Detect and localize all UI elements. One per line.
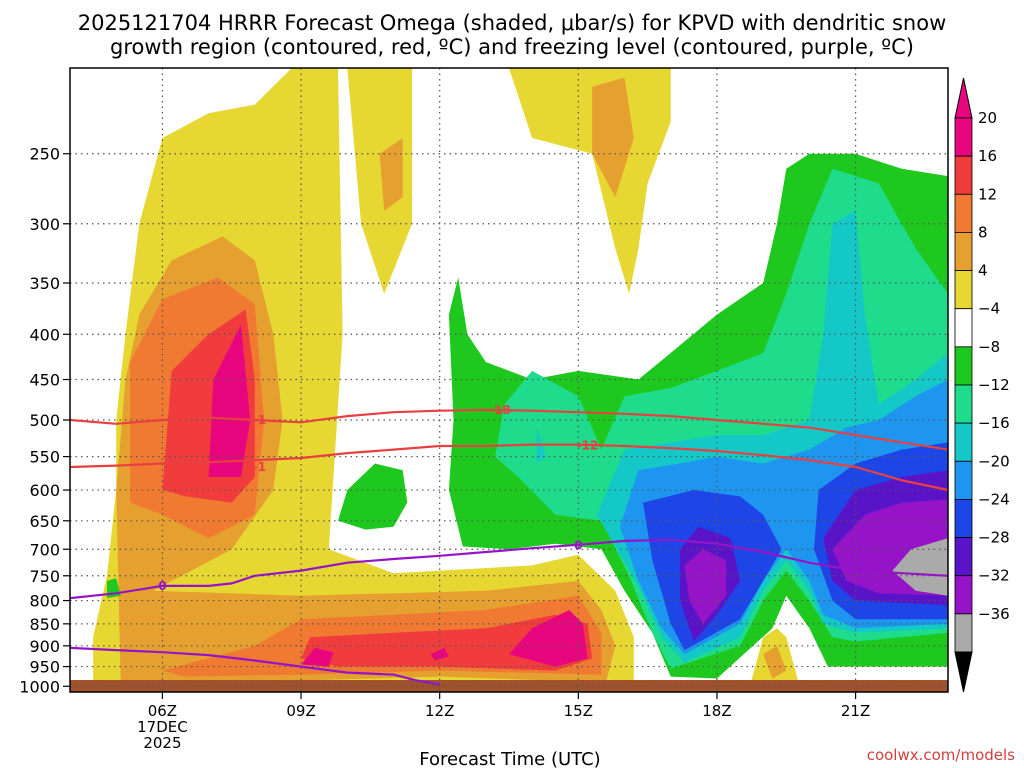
colorbar-label-2: 12 [978, 185, 997, 203]
colorbar-label-7: −12 [978, 376, 1010, 394]
colorbar-over-triangle [954, 77, 973, 119]
colorbar-under-triangle [954, 651, 973, 693]
omega-field-1 [347, 68, 412, 294]
colorbar-swatch-2 [954, 193, 973, 233]
colorbar-swatch-8 [954, 422, 973, 462]
y-tick-label-10: 750 [29, 567, 60, 586]
contour-label-1: -12 [577, 438, 599, 452]
temperature-contours: -18 -12 -1 -1 0 0 [70, 403, 948, 686]
x-axis-label: Forecast Time (UTC) [419, 749, 600, 768]
omega-field-27 [684, 549, 727, 624]
contour-line-0 [70, 408, 948, 451]
y-tick-label-2: 350 [29, 274, 60, 293]
y-tick-label-5: 500 [29, 411, 60, 430]
x-tick-year-0: 2025 [143, 734, 181, 752]
colorbar-swatch-10 [954, 499, 973, 538]
y-tick-label-3: 400 [29, 325, 60, 344]
y-tick-label-13: 900 [29, 637, 60, 656]
colorbar-label-9: −20 [978, 452, 1010, 470]
omega-field-29 [892, 538, 948, 596]
y-tick-label-1: 300 [29, 215, 60, 234]
y-tick-label-15: 1000 [19, 677, 60, 696]
colorbar-swatch-13 [954, 613, 973, 653]
contour-label-5: 0 [158, 579, 166, 593]
colorbar-swatch-11 [954, 537, 973, 577]
x-tick-label-1: 09Z [286, 702, 315, 720]
contour-label-4: 0 [574, 538, 582, 552]
omega-field-14 [430, 647, 449, 661]
colorbar-swatch-3 [954, 232, 973, 271]
colorbar-label-6: −8 [978, 338, 1000, 356]
omega-field-5 [592, 77, 634, 198]
contour-line-2 [70, 538, 948, 600]
colorbar-label-8: −16 [978, 414, 1010, 432]
y-tick-label-11: 800 [29, 592, 60, 611]
colorbar-label-13: −36 [978, 605, 1010, 623]
colorbar-label-1: 16 [978, 147, 997, 165]
colorbar-swatch-6 [954, 346, 973, 386]
x-tick-label-0: 06Z [148, 702, 177, 720]
colorbar-swatch-9 [954, 460, 973, 500]
colorbar-swatch-1 [954, 155, 973, 195]
omega-field-17 [338, 463, 408, 530]
colorbar-label-4: 4 [978, 262, 988, 280]
x-tick-date-0: 17DEC [137, 718, 188, 736]
colorbar-label-3: 8 [978, 223, 988, 241]
contour-line-1 [70, 443, 948, 492]
colorbar-swatch-5 [954, 308, 973, 348]
colorbar-swatch-12 [954, 575, 973, 615]
omega-field-15 [509, 610, 588, 667]
contour-label-2: -1 [253, 413, 266, 427]
colorbar-label-11: −28 [978, 529, 1010, 547]
credit-text: coolwx.com/models [867, 746, 1015, 764]
colorbar-label-12: −32 [978, 567, 1010, 585]
y-tick-label-4: 450 [29, 371, 60, 390]
omega-field-7 [763, 645, 787, 679]
colorbar-label-10: −24 [978, 490, 1010, 508]
y-tick-label-14: 950 [29, 658, 60, 677]
contour-label-0: -18 [489, 403, 511, 417]
omega-shaded-fields [70, 68, 948, 692]
x-tick-label-5: 21Z [841, 702, 870, 720]
y-tick-label-7: 600 [29, 481, 60, 500]
omega-field-12 [208, 324, 251, 477]
colorbar-swatch-7 [954, 384, 973, 424]
x-tick-label-4: 18Z [702, 702, 731, 720]
chart-title-line2: growth region (contoured, red, ºC) and f… [110, 35, 914, 59]
colorbar-label-5: −4 [978, 300, 1000, 318]
y-tick-label-6: 550 [29, 448, 60, 467]
x-tick-label-2: 12Z [425, 702, 454, 720]
colorbar-label-0: 20 [978, 109, 997, 127]
pressure-axis: 250 300 350 400 450 500 550 600 650 700 750 800 850 9… [19, 145, 70, 696]
grid-lines [70, 68, 948, 692]
x-tick-label-3: 15Z [564, 702, 593, 720]
contour-label-3: -1 [253, 460, 266, 474]
y-tick-label-0: 250 [29, 145, 60, 164]
omega-field-13 [301, 647, 334, 667]
colorbar-swatch-0 [954, 117, 973, 157]
y-tick-label-9: 700 [29, 540, 60, 559]
omega-field-6 [379, 138, 403, 211]
colorbar: 20 16 12 8 4 −4 −8 −12 −16 −20 −24 −28 −32 −36 [954, 77, 1010, 693]
y-tick-label-12: 850 [29, 615, 60, 634]
ground-strip [70, 680, 948, 692]
chart-title-line1: 2025121704 HRRR Forecast Omega (shaded, … [78, 11, 947, 35]
contour-line-3 [70, 646, 440, 686]
y-tick-label-8: 650 [29, 512, 60, 531]
colorbar-swatch-4 [954, 270, 973, 310]
